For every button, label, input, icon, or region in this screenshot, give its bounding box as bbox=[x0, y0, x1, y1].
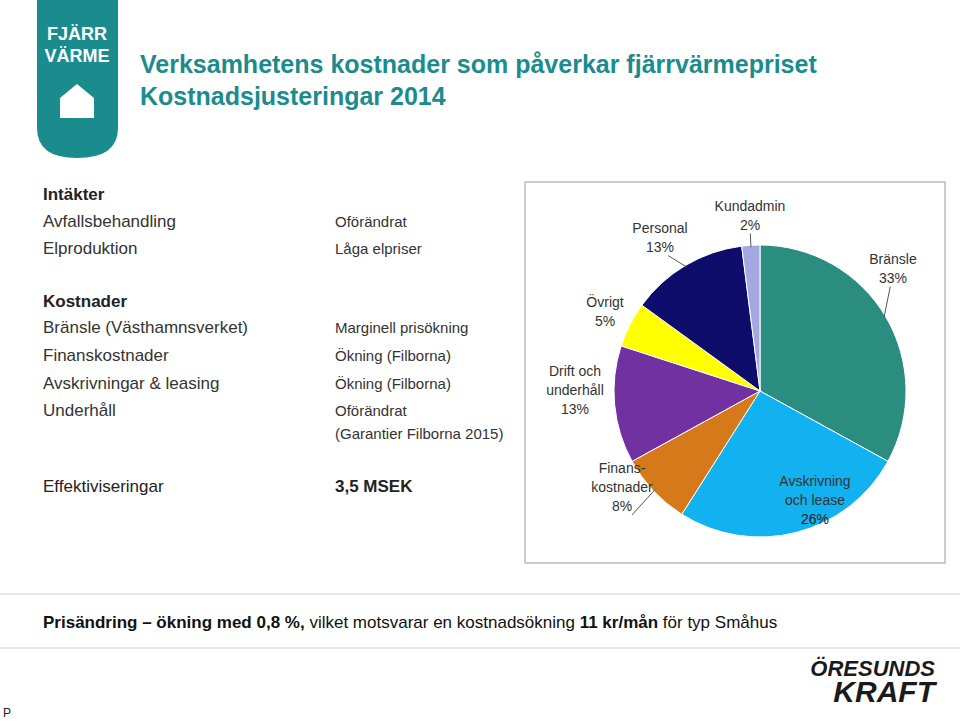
slide: FJÄRRVÄRME Verksamhetens kostnader som på… bbox=[0, 0, 960, 721]
summary-part: för typ Småhus bbox=[658, 613, 777, 632]
summary: Prisändring – ökning med 0,8 %, vilket m… bbox=[43, 613, 777, 632]
title: Verksamhetens kostnader som påverkar fjä… bbox=[140, 50, 817, 78]
summary-part: 11 kr/mån bbox=[580, 613, 658, 632]
row-label: Avskrivningar & leasing bbox=[43, 374, 219, 393]
row-label: Bränsle (Västhamnsverket) bbox=[43, 318, 248, 337]
data-labels: Bränsle 33% Avskrivningoch lease 26% Finans-… bbox=[546, 198, 917, 528]
row-label: Elproduktion bbox=[43, 239, 138, 258]
leader-line bbox=[632, 490, 655, 515]
logo: FJÄRRVÄRME bbox=[37, 0, 118, 158]
row-value: Oförändrat bbox=[335, 402, 408, 419]
logo-text: VÄRME bbox=[44, 46, 109, 66]
subtitle: Kostnadsjusteringar 2014 bbox=[140, 82, 446, 110]
category-label: Drift ochunderhåll bbox=[546, 363, 604, 398]
leader-line bbox=[750, 234, 752, 248]
category-label: Övrigt bbox=[586, 293, 623, 310]
category-label: Finans-kostnader bbox=[591, 460, 653, 495]
row-value: Ökning (Filborna) bbox=[335, 347, 451, 364]
page-mark: P bbox=[3, 706, 11, 720]
efficiency-value: 3,5 MSEK bbox=[335, 477, 413, 496]
pie-slice bbox=[742, 245, 760, 391]
pie bbox=[614, 245, 906, 537]
logo-text: FJÄRR bbox=[47, 24, 107, 44]
row-value: Ökning (Filborna) bbox=[335, 375, 451, 392]
logo-shape bbox=[37, 0, 118, 158]
section-heading: Intäkter bbox=[43, 185, 105, 204]
row-value: Låga elpriser bbox=[335, 240, 422, 257]
row-value: Oförändrat bbox=[335, 213, 408, 230]
value-label: 13% bbox=[646, 239, 674, 255]
leader-line bbox=[884, 287, 890, 318]
row-label: Underhåll bbox=[43, 401, 116, 420]
category-label: Bränsle bbox=[869, 251, 917, 267]
category-label: Avskrivningoch lease bbox=[779, 473, 850, 508]
value-label: 5% bbox=[595, 313, 615, 329]
footer-rule bbox=[0, 648, 960, 649]
summary-part: Prisändring – ökning med 0,8 %, bbox=[43, 613, 305, 632]
pie-slice bbox=[642, 246, 760, 391]
value-label: 13% bbox=[561, 401, 589, 417]
logo-house bbox=[60, 84, 94, 118]
section-heading: Kostnader bbox=[43, 292, 127, 311]
leader-line bbox=[668, 256, 687, 268]
category-label: Kundadmin bbox=[715, 198, 786, 214]
row-label: Avfallsbehandling bbox=[43, 212, 176, 231]
row-label: Finanskostnader bbox=[43, 346, 169, 365]
chart-frame bbox=[525, 182, 945, 563]
value-label: 33% bbox=[879, 270, 907, 286]
value-label: 8% bbox=[612, 498, 632, 514]
value-label: 26% bbox=[801, 511, 829, 527]
cost-table: Intäkter Avfallsbehandling Oförändrat Elpro… bbox=[43, 185, 503, 496]
summary-part: vilket motsvarar en kostnadsökning bbox=[305, 613, 580, 632]
footer-rule bbox=[0, 594, 960, 595]
category-label: Personal bbox=[632, 220, 687, 236]
company-logo: KRAFT bbox=[833, 675, 937, 708]
efficiency-label: Effektiviseringar bbox=[43, 477, 164, 496]
row-value: (Garantier Filborna 2015) bbox=[335, 425, 503, 442]
row-value: Marginell prisökning bbox=[335, 319, 468, 336]
value-label: 2% bbox=[740, 217, 760, 233]
